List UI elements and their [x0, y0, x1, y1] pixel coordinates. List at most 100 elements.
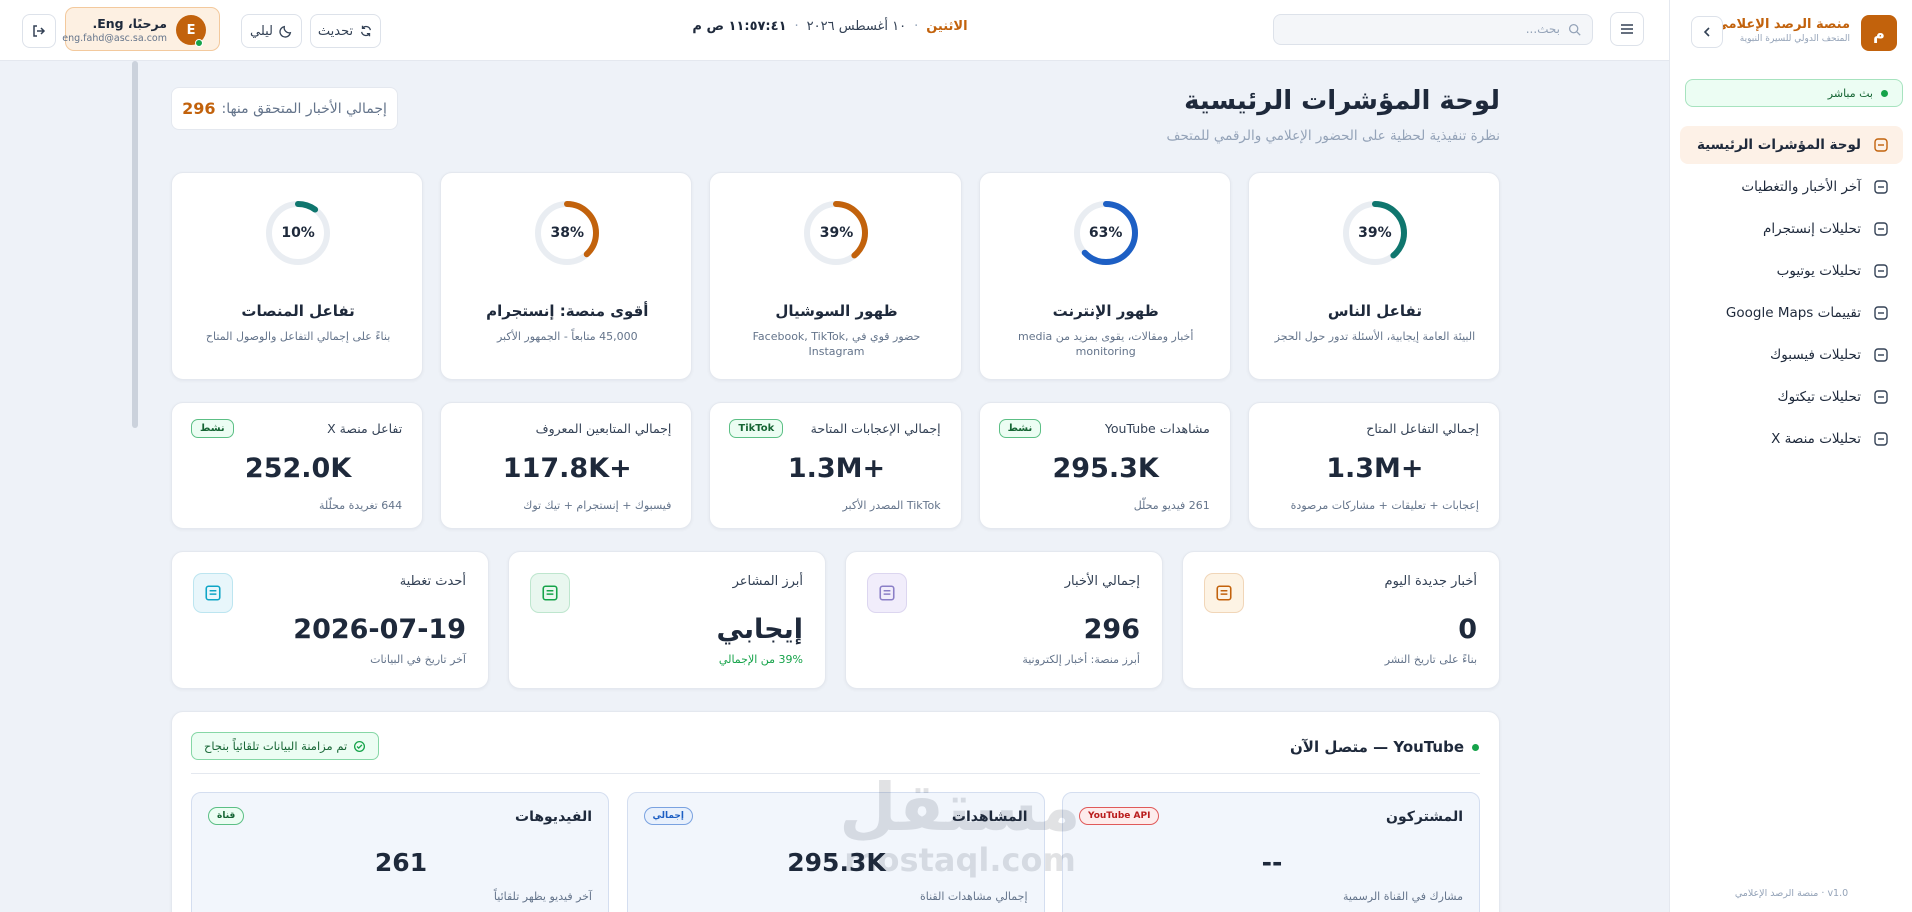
sidebar-footer: v1.0 · منصة الرصد الإعلامي: [1734, 888, 1849, 899]
youtube-title: YouTube — متصل الآن: [1289, 738, 1464, 756]
menu-button[interactable]: [1610, 12, 1644, 46]
day: الاثنين: [926, 19, 968, 34]
stat-value: 1.3M+: [1326, 453, 1424, 484]
nav-icon: [1873, 305, 1889, 321]
kpi-icon: [867, 573, 907, 613]
gauge: [1073, 201, 1138, 265]
kpi-icon: [1204, 573, 1244, 613]
gauge-arc: [266, 201, 331, 265]
stat-card: إجمالي التفاعل المتاح 1.3M+ إعجابات + تعلي…: [1247, 402, 1500, 529]
collapse-button[interactable]: [1691, 16, 1723, 48]
gauge-arc: [1342, 201, 1407, 265]
stat-value: 1.3M+: [787, 453, 886, 484]
gauge-arc: [804, 201, 869, 265]
brand-title: منصة الرصد الإعلامي: [1715, 17, 1850, 32]
nav-icon: [1873, 347, 1889, 363]
gauge-label: 39%: [819, 225, 854, 241]
logout-button[interactable]: [22, 14, 56, 48]
gauge: [535, 201, 600, 265]
nav-item[interactable]: تحليلات يوتيوب: [1680, 252, 1903, 290]
gauge-desc: 45,000 متابعاً - الجمهور الأكبر: [496, 330, 638, 343]
page-title: لوحة المؤشرات الرئيسية: [1184, 86, 1500, 116]
kpi-icon: [193, 573, 233, 613]
nav-item[interactable]: تحليلات تيكتوك: [1680, 378, 1903, 416]
nav-icon: [1873, 221, 1889, 237]
top-bar: E مرحبًا، Eng. eng.fahd@asc.sa.com ليلي …: [0, 0, 1669, 61]
kpi-value: إيجابي: [716, 614, 803, 645]
kpi-card: أحدث تغطية 2026-07-19 آخر تاريخ في البيانا…: [171, 551, 489, 689]
nav-item[interactable]: تحليلات إنستجرام: [1680, 210, 1903, 248]
gauge-desc: أخبار ومقالات، يقوى بمزيد من media monit…: [1017, 330, 1194, 358]
gauge-title: ظهور الإنترنت: [1052, 302, 1159, 320]
youtube-card-title: المشتركون: [1386, 809, 1463, 825]
nav-icon: [1873, 389, 1889, 405]
nav-label: لوحة المؤشرات الرئيسية: [1696, 137, 1861, 153]
youtube-card-badge: إجمالي: [643, 807, 693, 825]
stat-note: 261 فيديو محلّل: [1133, 499, 1210, 512]
gauge-title: تفاعل الناس: [1327, 302, 1422, 320]
stat-card: إجمالي المتابعين المعروف 117.8K+ فيسبوك + …: [440, 402, 693, 529]
youtube-card-value: 261: [374, 848, 428, 877]
youtube-panel: YouTube — متصل الآن تم مزامنة البيانات ت…: [171, 711, 1500, 912]
nav-item[interactable]: تحليلات منصة X: [1680, 420, 1903, 458]
gauge-label: 63%: [1088, 225, 1123, 241]
kpi-note: 39% من الإجمالي: [718, 653, 803, 666]
youtube-card: المشاهدات إجمالي 295.3K إجمالي مشاهدات القن…: [626, 792, 1045, 912]
kpi-value: 0: [1458, 614, 1477, 645]
youtube-card-badge: قناة: [208, 807, 245, 825]
stat-value: 295.3K: [1052, 453, 1159, 484]
sidebar: م منصة الرصد الإعلامي المتحف الدولي للسي…: [1669, 0, 1912, 912]
nav-item[interactable]: لوحة المؤشرات الرئيسية: [1680, 126, 1903, 164]
verified-badge: إجمالي الأخبار المتحقق منها: 296: [171, 87, 398, 130]
nav-label: تحليلات منصة X: [1771, 431, 1861, 447]
stat-note: 644 تغريدة محلّلة: [318, 499, 403, 512]
kpi-label: أخبار جديدة اليوم: [1384, 574, 1477, 589]
kpi-label: أحدث تغطية: [399, 574, 466, 589]
theme-button[interactable]: ليلي: [241, 14, 302, 48]
nav-item[interactable]: تقييمات Google Maps: [1680, 294, 1903, 332]
verified-label: إجمالي الأخبار المتحقق منها:: [221, 100, 387, 117]
stat-label: إجمالي المتابعين المعروف: [535, 421, 672, 436]
nav-item[interactable]: آخر الأخبار والتغطيات: [1680, 168, 1903, 206]
gauge-arc: [1073, 201, 1138, 265]
stat-value: 117.8K+: [502, 453, 632, 484]
nav-label: تقييمات Google Maps: [1725, 305, 1861, 321]
youtube-card: الفيديوهات قناة 261 آخر فيديو يظهر تلقائياً: [191, 792, 609, 912]
gauge-card: 39% تفاعل الناس البيئة العامة إيجابية، الأ…: [1247, 172, 1500, 380]
stat-card: تفاعل منصة X نشط 252.0K 644 تغريدة محلّلة: [171, 402, 424, 529]
stat-card: مشاهدات YouTube نشط 295.3K 261 فيديو محلّل: [978, 402, 1231, 529]
stat-badge: نشط: [191, 419, 234, 438]
gauge-desc: البيئة العامة إيجابية، الأسئلة تدور حول …: [1274, 330, 1476, 343]
kpi-label: إجمالي الأخبار: [1064, 574, 1140, 589]
brand-logo: م: [1861, 15, 1897, 51]
stat-label: إجمالي الإعجابات المتاحة: [810, 421, 941, 436]
live-label: بث مباشر: [1827, 86, 1873, 100]
stat-card: إجمالي الإعجابات المتاحة TikTok 1.3M+ TikTo…: [709, 402, 962, 529]
gauge-label: 10%: [281, 225, 315, 241]
youtube-card-note: إجمالي مشاهدات القناة: [919, 890, 1028, 903]
refresh-label: تحديث: [317, 23, 354, 39]
gauge-desc: بناءً على إجمالي التفاعل والوصول المتاح: [205, 330, 391, 343]
live-pill: بث مباشر: [1685, 79, 1903, 107]
kpi-card: إجمالي الأخبار 296 أبرز منصة: أخبار إلكترو…: [845, 551, 1163, 689]
nav-label: تحليلات تيكتوك: [1777, 389, 1861, 405]
gauge-card: 38% أقوى منصة: إنستجرام 45,000 متابعاً - ا…: [440, 172, 693, 380]
gauge-label: 38%: [550, 225, 585, 241]
kpi-icon: [530, 573, 570, 613]
user-name: مرحبًا، Eng.: [92, 16, 167, 31]
theme-label: ليلي: [249, 23, 274, 39]
page-subtitle: نظرة تنفيذية لحظية على الحضور الإعلامي و…: [1166, 128, 1500, 144]
avatar: E: [176, 15, 206, 45]
nav-icon: [1873, 431, 1889, 447]
youtube-card-title: المشاهدات: [951, 809, 1028, 825]
kpi-value: 2026-07-19: [293, 614, 466, 645]
gauge-desc: حضور قوي في Facebook, TikTok, Instagram: [752, 330, 921, 358]
kpi-card: أخبار جديدة اليوم 0 بناءً على تاريخ النشر: [1182, 551, 1500, 689]
search-box[interactable]: بحث...: [1273, 14, 1593, 45]
brand-subtitle: المتحف الدولي للسيرة النبوية: [1739, 34, 1850, 44]
refresh-button[interactable]: تحديث: [310, 14, 381, 48]
youtube-header: YouTube — متصل الآن: [1290, 738, 1479, 756]
kpi-label: أبرز المشاعر: [732, 574, 803, 589]
user-box[interactable]: E مرحبًا، Eng. eng.fahd@asc.sa.com: [62, 7, 220, 51]
nav-item[interactable]: تحليلات فيسبوك: [1680, 336, 1903, 374]
